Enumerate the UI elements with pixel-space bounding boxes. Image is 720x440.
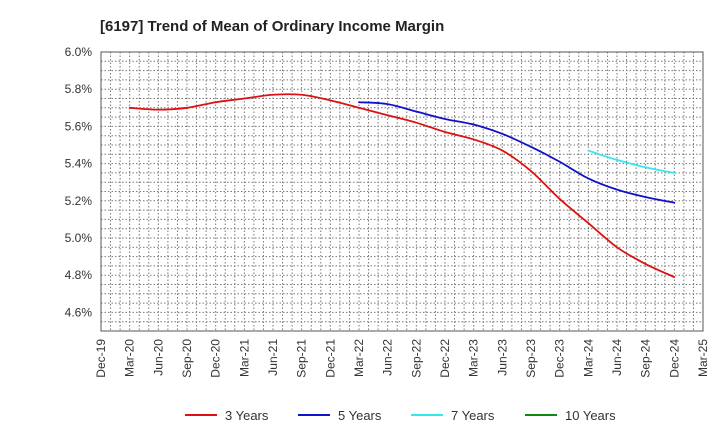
x-tick-label: Dec-19 — [94, 339, 108, 378]
x-tick-label: Mar-24 — [581, 339, 595, 377]
x-tick-label: Sep-21 — [295, 339, 309, 378]
y-tick-label: 5.0% — [65, 231, 93, 245]
x-tick-label: Mar-23 — [467, 339, 481, 377]
x-tick-label: Sep-22 — [409, 339, 423, 378]
y-tick-label: 5.2% — [65, 194, 93, 208]
legend-label-5-years: 5 Years — [338, 408, 382, 423]
y-tick-label: 6.0% — [65, 45, 93, 59]
legend: 3 Years 5 Years 7 Years 10 Years — [185, 408, 616, 423]
y-axis-ticks: 4.6% 4.8% 5.0% 5.2% 5.4% 5.6% 5.8% 6.0% — [65, 45, 93, 319]
series-line-5-years — [358, 101, 676, 204]
x-tick-label: Dec-23 — [553, 339, 567, 378]
x-tick-label: Jun-22 — [381, 339, 395, 376]
x-tick-label: Dec-24 — [667, 339, 681, 378]
legend-label-3-years: 3 Years — [225, 408, 269, 423]
x-tick-label: Sep-20 — [180, 339, 194, 378]
series-line-7-years — [587, 149, 676, 174]
x-tick-label: Mar-20 — [123, 339, 137, 377]
x-tick-label: Dec-20 — [209, 339, 223, 378]
y-tick-label: 4.8% — [65, 268, 93, 282]
legend-label-10-years: 10 Years — [565, 408, 616, 423]
x-tick-label: Sep-24 — [639, 339, 653, 378]
y-tick-label: 4.6% — [65, 305, 93, 319]
legend-label-7-years: 7 Years — [451, 408, 495, 423]
series-line-3-years — [128, 93, 676, 278]
x-tick-label: Jun-23 — [495, 339, 509, 376]
y-tick-label: 5.6% — [65, 119, 93, 133]
grid — [101, 52, 703, 331]
x-tick-label: Jun-20 — [151, 339, 165, 376]
x-tick-label: Dec-21 — [323, 339, 337, 378]
x-tick-label: Jun-24 — [610, 339, 624, 376]
x-axis-ticks: Dec-19 Mar-20 Jun-20 Sep-20 Dec-20 Mar-21 Jun-… — [94, 339, 710, 378]
x-tick-label: Mar-25 — [696, 339, 710, 377]
x-tick-label: Jun-21 — [266, 339, 280, 376]
x-tick-label: Mar-21 — [237, 339, 251, 377]
x-tick-label: Mar-22 — [352, 339, 366, 377]
x-tick-label: Dec-22 — [438, 339, 452, 378]
y-tick-label: 5.8% — [65, 82, 93, 96]
chart-title: [6197] Trend of Mean of Ordinary Income … — [100, 18, 444, 35]
series-lines — [128, 93, 676, 278]
y-tick-label: 5.4% — [65, 157, 93, 171]
x-tick-label: Sep-23 — [524, 339, 538, 378]
plot-area — [100, 51, 704, 332]
